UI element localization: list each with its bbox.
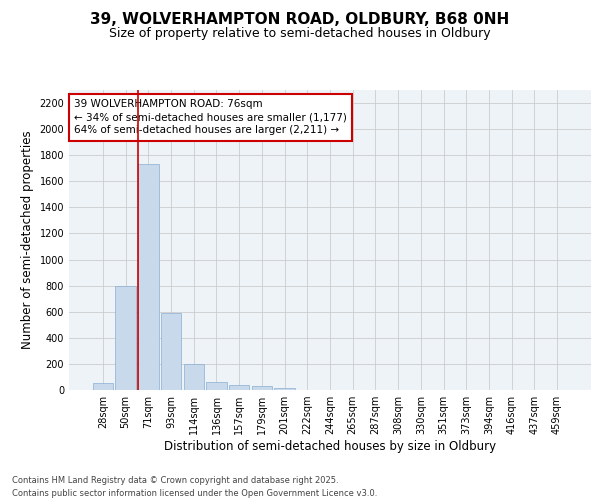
Bar (93, 384, 113, 390)
Text: Contains HM Land Registry data © Crown copyright and database right 2025.
Contai: Contains HM Land Registry data © Crown c… (12, 476, 377, 498)
Bar (229, 385, 250, 390)
Text: 39 WOLVERHAMPTON ROAD: 76sqm
← 34% of semi-detached houses are smaller (1,177)
6: 39 WOLVERHAMPTON ROAD: 76sqm ← 34% of se… (74, 99, 347, 136)
Bar (206, 382, 227, 390)
Bar (274, 388, 295, 390)
X-axis label: Distribution of semi-detached houses by size in Oldbury: Distribution of semi-detached houses by … (164, 440, 496, 453)
Bar (184, 364, 204, 390)
Y-axis label: Number of semi-detached properties: Number of semi-detached properties (21, 130, 34, 350)
Bar (138, 164, 158, 390)
Bar (115, 286, 136, 390)
Text: 39, WOLVERHAMPTON ROAD, OLDBURY, B68 0NH: 39, WOLVERHAMPTON ROAD, OLDBURY, B68 0NH (91, 12, 509, 28)
Text: Size of property relative to semi-detached houses in Oldbury: Size of property relative to semi-detach… (109, 28, 491, 40)
Bar (251, 386, 272, 390)
Bar (161, 313, 181, 390)
